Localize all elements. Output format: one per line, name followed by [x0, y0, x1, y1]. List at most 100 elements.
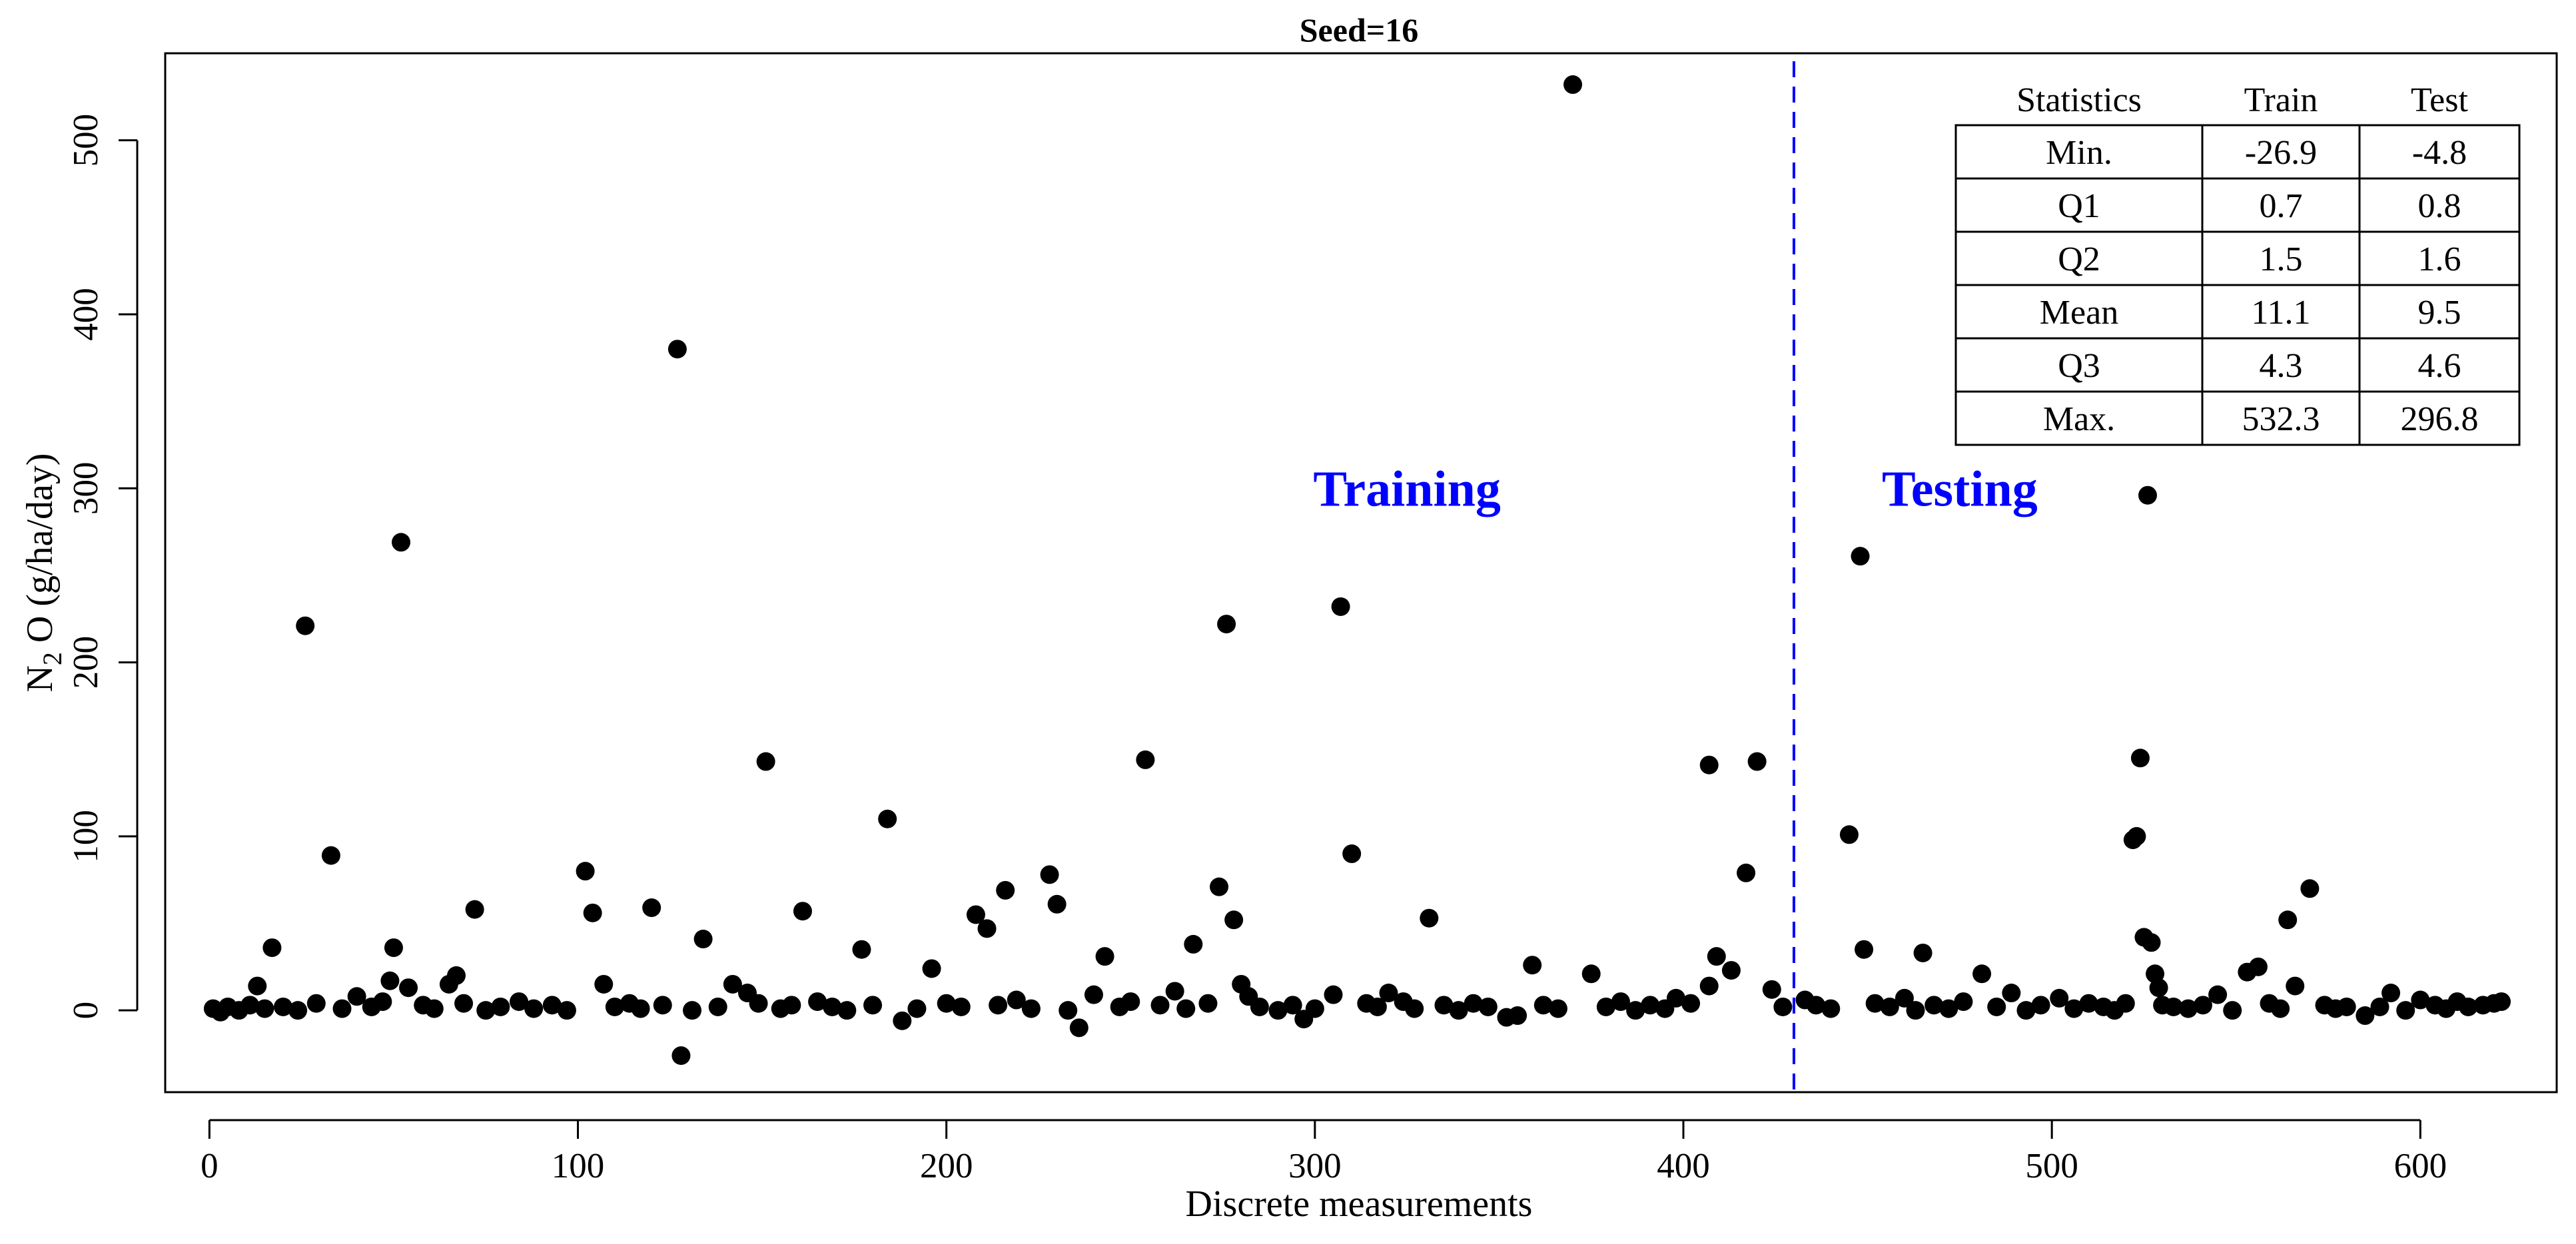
data-point — [1021, 999, 1041, 1018]
data-point — [1040, 865, 1059, 884]
data-point — [399, 978, 418, 998]
table-cell: Mean — [2040, 294, 2118, 332]
data-point — [1821, 999, 1841, 1018]
data-point — [1533, 996, 1553, 1015]
data-point — [380, 971, 400, 990]
table-header-cell: Statistics — [2016, 81, 2142, 119]
data-point — [1305, 999, 1324, 1018]
table-cell: 4.3 — [2260, 347, 2303, 385]
data-point — [2193, 996, 2212, 1015]
data-point — [1972, 964, 1992, 984]
data-point — [782, 996, 801, 1015]
y-tick-label: 200 — [67, 636, 105, 689]
y-tick-label: 0 — [67, 1002, 105, 1020]
data-point — [446, 966, 466, 985]
data-point — [1368, 997, 1387, 1016]
data-point — [1721, 961, 1741, 980]
data-point — [1007, 990, 1026, 1010]
data-point — [373, 992, 392, 1012]
data-point — [296, 616, 315, 635]
data-point — [2105, 1001, 2124, 1020]
data-point — [1548, 999, 1567, 1018]
data-point — [1865, 994, 1885, 1013]
data-point — [2459, 997, 2478, 1016]
table-cell: Q2 — [2058, 240, 2100, 278]
statistics-table: Statistics Train Test Min. -26.9 -4.8 Q1 0.7 0.8… — [1954, 81, 2521, 446]
data-point — [1342, 844, 1362, 864]
x-axis: 0 100 200 300 400 500 600 — [201, 1119, 2447, 1185]
data-point — [878, 809, 897, 828]
data-point — [1925, 996, 1944, 1015]
data-point — [1954, 992, 1973, 1012]
data-point — [1224, 910, 1244, 930]
data-point — [465, 900, 484, 919]
data-point — [1939, 999, 1958, 1018]
data-point — [2208, 985, 2228, 1004]
data-point — [1855, 940, 1874, 959]
data-point — [2473, 996, 2493, 1015]
x-tick-label: 300 — [1288, 1147, 1342, 1185]
data-point — [2437, 999, 2456, 1018]
x-tick-label: 100 — [552, 1147, 605, 1185]
data-point — [1523, 956, 1542, 975]
data-point — [749, 994, 768, 1013]
data-point — [2248, 957, 2268, 976]
data-point — [1198, 994, 1218, 1013]
data-point — [2326, 999, 2346, 1018]
x-tick-label: 600 — [2394, 1147, 2447, 1185]
data-point — [1268, 1001, 1288, 1020]
data-point — [1379, 984, 1398, 1003]
data-point — [2271, 999, 2290, 1018]
table-header-cell: Train — [2244, 81, 2318, 119]
y-tick-label: 100 — [67, 810, 105, 863]
data-point — [1895, 988, 1914, 1008]
data-point — [723, 974, 742, 994]
data-point — [2223, 1001, 2242, 1020]
data-point — [1478, 997, 1498, 1016]
data-point — [1707, 947, 1726, 966]
data-point — [1095, 947, 1114, 966]
y-axis-title: N2 O (g/ha/day) — [19, 453, 67, 692]
data-point — [893, 1011, 912, 1030]
y-axis: 0 100 200 300 400 500 — [67, 114, 139, 1020]
table-cell: -4.8 — [2412, 134, 2467, 172]
data-point — [2164, 997, 2183, 1016]
data-point — [262, 938, 282, 958]
table-cell: Max. — [2043, 400, 2115, 438]
data-point — [1699, 755, 1719, 775]
data-point — [1773, 997, 1793, 1016]
data-point — [1449, 1001, 1468, 1020]
data-point — [1150, 996, 1170, 1015]
x-tick-label: 0 — [201, 1147, 218, 1185]
data-point — [1136, 750, 1155, 769]
data-point — [1880, 997, 1899, 1016]
data-point — [1987, 997, 2006, 1016]
data-point — [2356, 1006, 2375, 1026]
data-point — [2016, 1001, 2036, 1020]
x-axis-title: Discrete measurements — [1186, 1183, 1533, 1225]
data-point — [1626, 1001, 1645, 1020]
data-point — [922, 959, 941, 978]
data-point — [837, 1001, 857, 1020]
data-point — [1839, 825, 1859, 844]
data-point — [1121, 992, 1140, 1012]
data-point — [2300, 879, 2320, 898]
data-point — [1184, 934, 1203, 954]
data-point — [966, 905, 985, 924]
data-point — [332, 999, 352, 1018]
data-point — [392, 533, 411, 552]
data-point — [1581, 964, 1601, 984]
table-cell: -26.9 — [2245, 134, 2317, 172]
data-point — [823, 997, 842, 1016]
data-point — [248, 976, 267, 996]
table-cell: 0.8 — [2418, 187, 2461, 225]
data-point — [2050, 988, 2069, 1008]
y-tick-label: 300 — [67, 462, 105, 515]
table-cell: Min. — [2046, 134, 2112, 172]
table-cell: 0.7 — [2260, 187, 2303, 225]
data-point — [1324, 985, 1343, 1004]
data-point — [863, 996, 883, 1015]
data-point — [594, 974, 614, 994]
data-point — [542, 996, 562, 1015]
x-tick-label: 400 — [1657, 1147, 1710, 1185]
